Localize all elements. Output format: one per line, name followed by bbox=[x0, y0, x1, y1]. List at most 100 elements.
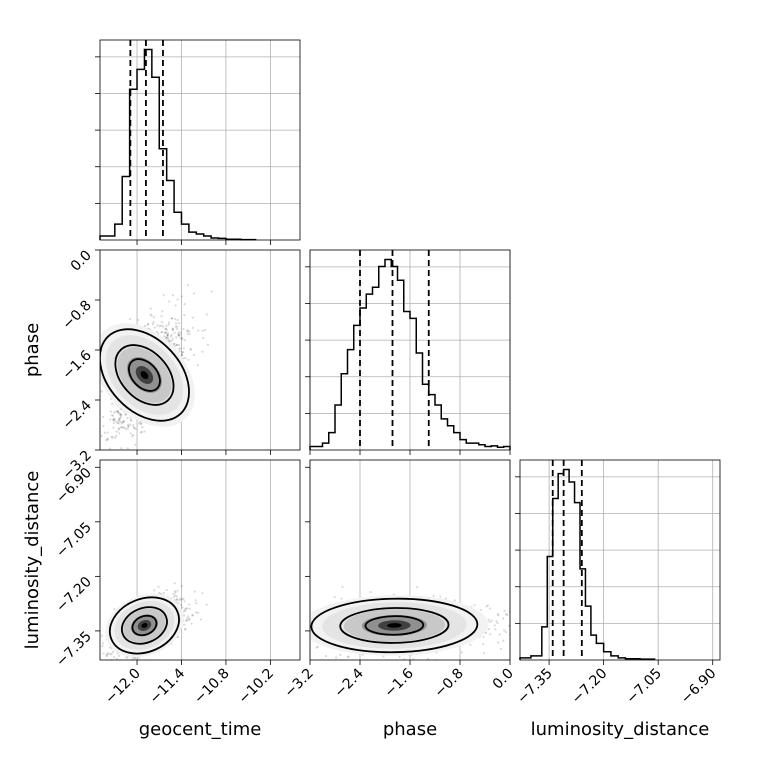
scatter-point bbox=[172, 343, 175, 346]
density-content bbox=[97, 582, 208, 660]
scatter-point bbox=[335, 656, 338, 659]
scatter-point bbox=[181, 336, 184, 340]
panels-layer: −3.2−2.4−1.6−0.80.0−12.0 −11.4 −10.8 −10.2−… bbox=[53, 39, 721, 708]
scatter-point bbox=[460, 651, 463, 654]
scatter-point bbox=[178, 350, 181, 353]
scatter-point bbox=[173, 590, 177, 593]
panel-frame bbox=[519, 459, 721, 661]
scatter-point bbox=[105, 439, 108, 442]
scatter-point bbox=[146, 323, 149, 326]
scatter-point bbox=[117, 428, 120, 431]
scatter-point bbox=[166, 334, 169, 337]
scatter-point bbox=[117, 412, 120, 415]
scatter-point bbox=[488, 620, 491, 623]
scatter-point bbox=[308, 602, 310, 604]
scatter-point bbox=[534, 640, 536, 642]
scatter-point bbox=[143, 430, 146, 433]
scatter-point bbox=[182, 327, 185, 331]
scatter-point bbox=[127, 425, 130, 428]
scatter-point bbox=[173, 331, 176, 334]
scatter-point bbox=[340, 597, 343, 600]
density-content bbox=[97, 283, 213, 453]
scatter-point bbox=[172, 595, 176, 598]
scatter-point bbox=[490, 619, 493, 622]
scatter-point bbox=[398, 655, 401, 659]
scatter-point bbox=[511, 646, 513, 648]
scatter-point bbox=[109, 653, 112, 656]
scatter-point bbox=[100, 634, 104, 637]
scatter-point bbox=[191, 316, 195, 319]
scatter-point bbox=[106, 431, 109, 434]
y-axis-title-phase: phase bbox=[22, 323, 43, 377]
scatter-point bbox=[151, 323, 154, 326]
scatter-point bbox=[183, 623, 186, 626]
scatter-point bbox=[102, 415, 105, 419]
scatter-point bbox=[130, 451, 132, 453]
scatter-point bbox=[188, 607, 191, 610]
scatter-point bbox=[161, 321, 164, 324]
scatter-point bbox=[156, 324, 159, 327]
scatter-point bbox=[176, 589, 179, 592]
scatter-point bbox=[111, 436, 114, 439]
scatter-point bbox=[112, 419, 116, 422]
scatter-point bbox=[184, 609, 187, 612]
y-axis-title-luminosity_distance: luminosity_distance bbox=[22, 471, 43, 650]
scatter-point bbox=[140, 430, 143, 434]
scatter-point bbox=[122, 420, 125, 424]
scatter-point bbox=[129, 432, 132, 435]
scatter-point bbox=[168, 300, 171, 303]
density-shade bbox=[140, 371, 149, 379]
scatter-point bbox=[180, 584, 183, 588]
scatter-point bbox=[439, 595, 442, 598]
scatter-point bbox=[164, 327, 168, 330]
scatter-point bbox=[97, 655, 99, 657]
scatter-point bbox=[444, 597, 448, 600]
scatter-point bbox=[103, 431, 106, 434]
scatter-point bbox=[117, 654, 120, 657]
scatter-point bbox=[120, 425, 124, 429]
scatter-point bbox=[175, 343, 179, 347]
scatter-point bbox=[496, 612, 499, 616]
panel-frame bbox=[99, 39, 301, 241]
scatter-point bbox=[524, 618, 526, 620]
scatter-point bbox=[112, 426, 115, 429]
scatter-point bbox=[157, 585, 160, 588]
scatter-point bbox=[182, 610, 185, 613]
scatter-point bbox=[174, 344, 177, 348]
axis-labels-layer: geocent_time phase luminosity_distance p… bbox=[22, 323, 709, 740]
scatter-point bbox=[177, 331, 180, 334]
scatter-point bbox=[147, 322, 150, 326]
x-tick-label: −3.2 bbox=[281, 666, 316, 701]
scatter-point bbox=[177, 334, 180, 337]
scatter-point bbox=[133, 427, 136, 430]
x-tick-label: −7.05 bbox=[623, 666, 665, 708]
scatter-point bbox=[298, 610, 300, 612]
scatter-point bbox=[166, 332, 170, 335]
scatter-point bbox=[105, 654, 108, 658]
scatter-point bbox=[137, 318, 140, 321]
scatter-point bbox=[106, 438, 109, 441]
scatter-point bbox=[117, 419, 121, 423]
scatter-point bbox=[180, 295, 183, 298]
scatter-point bbox=[178, 598, 181, 602]
panel-frame bbox=[99, 459, 301, 661]
scatter-point bbox=[186, 329, 189, 332]
scatter-point bbox=[183, 608, 186, 611]
scatter-point bbox=[191, 326, 195, 329]
scatter-point bbox=[297, 630, 299, 632]
scatter-point bbox=[122, 420, 125, 423]
scatter-point bbox=[134, 443, 137, 446]
scatter-point bbox=[112, 418, 115, 422]
scatter-point bbox=[392, 593, 396, 596]
scatter-point bbox=[175, 327, 178, 331]
scatter-point bbox=[206, 343, 210, 346]
scatter-point bbox=[185, 607, 188, 610]
x-tick-label: −7.20 bbox=[569, 666, 611, 708]
scatter-point bbox=[125, 413, 128, 416]
scatter-point bbox=[191, 614, 194, 617]
scatter-point bbox=[469, 643, 472, 646]
scatter-point bbox=[97, 408, 99, 410]
scatter-point bbox=[152, 321, 155, 324]
scatter-point bbox=[524, 609, 526, 611]
